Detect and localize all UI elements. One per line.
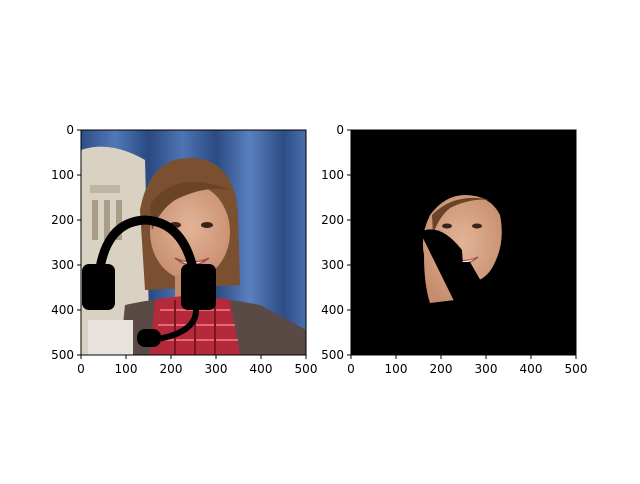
left-ytick-label: 100 xyxy=(51,168,74,182)
left-xtick-label: 500 xyxy=(295,362,318,376)
right-axes-frame xyxy=(350,129,577,356)
left-ytick-label: 300 xyxy=(51,258,74,272)
right-ytick-label: 300 xyxy=(321,258,344,272)
left-ytick-label: 0 xyxy=(66,123,74,137)
headset-icon xyxy=(82,215,216,347)
face xyxy=(150,184,230,280)
right-ytick-label: 100 xyxy=(321,168,344,182)
right-xtick-label: 500 xyxy=(565,362,588,376)
right-ytick-label: 400 xyxy=(321,303,344,317)
right-xtick-label: 300 xyxy=(475,362,498,376)
left-image-panel xyxy=(81,130,306,355)
left-xtick-label: 400 xyxy=(250,362,273,376)
left-xtick-label: 0 xyxy=(77,362,85,376)
right-xtick-label: 100 xyxy=(385,362,408,376)
right-ytick-label: 0 xyxy=(336,123,344,137)
right-image-panel xyxy=(351,130,576,355)
right-xtick-label: 400 xyxy=(520,362,543,376)
right-xtick-label: 0 xyxy=(347,362,355,376)
left-xtick-label: 200 xyxy=(160,362,183,376)
left-ytick-label: 400 xyxy=(51,303,74,317)
right-xtick-label: 200 xyxy=(430,362,453,376)
right-ytick-label: 200 xyxy=(321,213,344,227)
left-xtick-label: 100 xyxy=(115,362,138,376)
left-ytick-label: 500 xyxy=(51,348,74,362)
left-xtick-label: 300 xyxy=(205,362,228,376)
left-axes-frame xyxy=(80,129,307,356)
right-ytick-label: 500 xyxy=(321,348,344,362)
left-ytick-label: 200 xyxy=(51,213,74,227)
